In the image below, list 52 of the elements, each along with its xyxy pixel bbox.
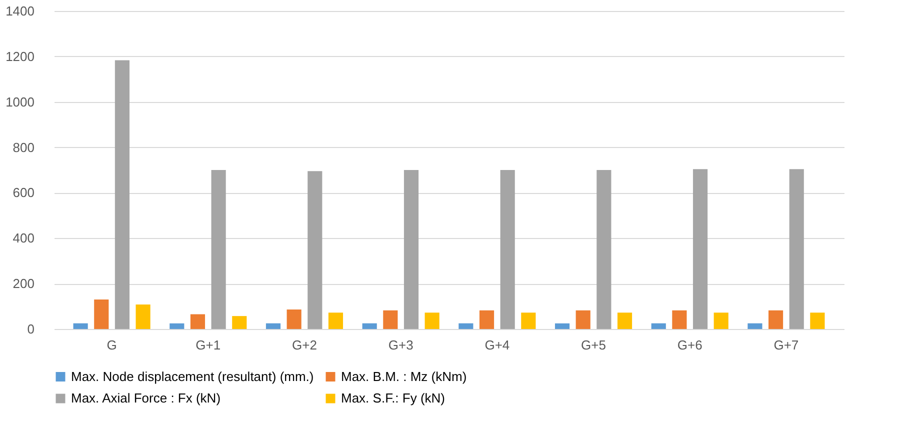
bar bbox=[576, 310, 590, 329]
bar bbox=[286, 309, 302, 329]
legend-label: Max. S.F.: Fy (kN) bbox=[341, 390, 445, 406]
bar bbox=[136, 304, 150, 329]
bar bbox=[748, 323, 762, 329]
y-tick-label: 800 bbox=[12, 140, 34, 155]
bar bbox=[94, 299, 109, 329]
y-tick-label: 400 bbox=[12, 230, 34, 246]
bar bbox=[362, 323, 377, 329]
bar bbox=[383, 310, 398, 329]
bar bbox=[651, 323, 666, 329]
bar bbox=[617, 312, 632, 329]
bar bbox=[768, 310, 784, 329]
legend-label: Max. Axial Force : Fx (kN) bbox=[71, 390, 221, 406]
x-tick-label: G+5 bbox=[581, 338, 606, 352]
x-tick-label: G bbox=[106, 338, 117, 352]
bar bbox=[458, 323, 474, 329]
y-tick-label: 600 bbox=[12, 185, 34, 200]
bar bbox=[308, 171, 322, 329]
bar bbox=[810, 312, 825, 329]
bar bbox=[114, 60, 130, 329]
bar bbox=[232, 316, 247, 329]
bar bbox=[521, 312, 536, 329]
bar bbox=[789, 169, 804, 329]
x-tick-label: G+2 bbox=[292, 338, 317, 352]
legend-label: Max. Node displacement (resultant) (mm.) bbox=[71, 368, 314, 384]
y-tick-label: 200 bbox=[12, 276, 34, 292]
bar bbox=[404, 170, 419, 329]
bar bbox=[190, 314, 206, 329]
x-tick-label: G+3 bbox=[388, 338, 414, 352]
bar bbox=[714, 312, 728, 329]
y-tick-label: 1400 bbox=[6, 4, 34, 18]
bar bbox=[479, 310, 494, 329]
bar bbox=[554, 323, 570, 329]
bar bbox=[500, 170, 515, 329]
y-tick-label: 1200 bbox=[6, 48, 34, 64]
bar bbox=[328, 312, 344, 329]
legend-label: Max. B.M. : Mz (kNm) bbox=[341, 368, 467, 384]
bar bbox=[73, 323, 88, 329]
bar bbox=[266, 323, 281, 329]
bar bbox=[692, 169, 708, 329]
x-tick-label: G+6 bbox=[677, 338, 702, 352]
bar bbox=[211, 170, 226, 329]
bar bbox=[170, 323, 184, 329]
bar bbox=[596, 170, 612, 329]
y-tick-label: 1000 bbox=[6, 94, 34, 110]
bar bbox=[424, 312, 440, 329]
x-tick-label: G+1 bbox=[196, 338, 221, 352]
x-tick-label: G+4 bbox=[484, 338, 510, 352]
bar bbox=[672, 310, 687, 329]
y-tick-label: 0 bbox=[27, 322, 34, 336]
x-tick-label: G+7 bbox=[774, 338, 799, 352]
